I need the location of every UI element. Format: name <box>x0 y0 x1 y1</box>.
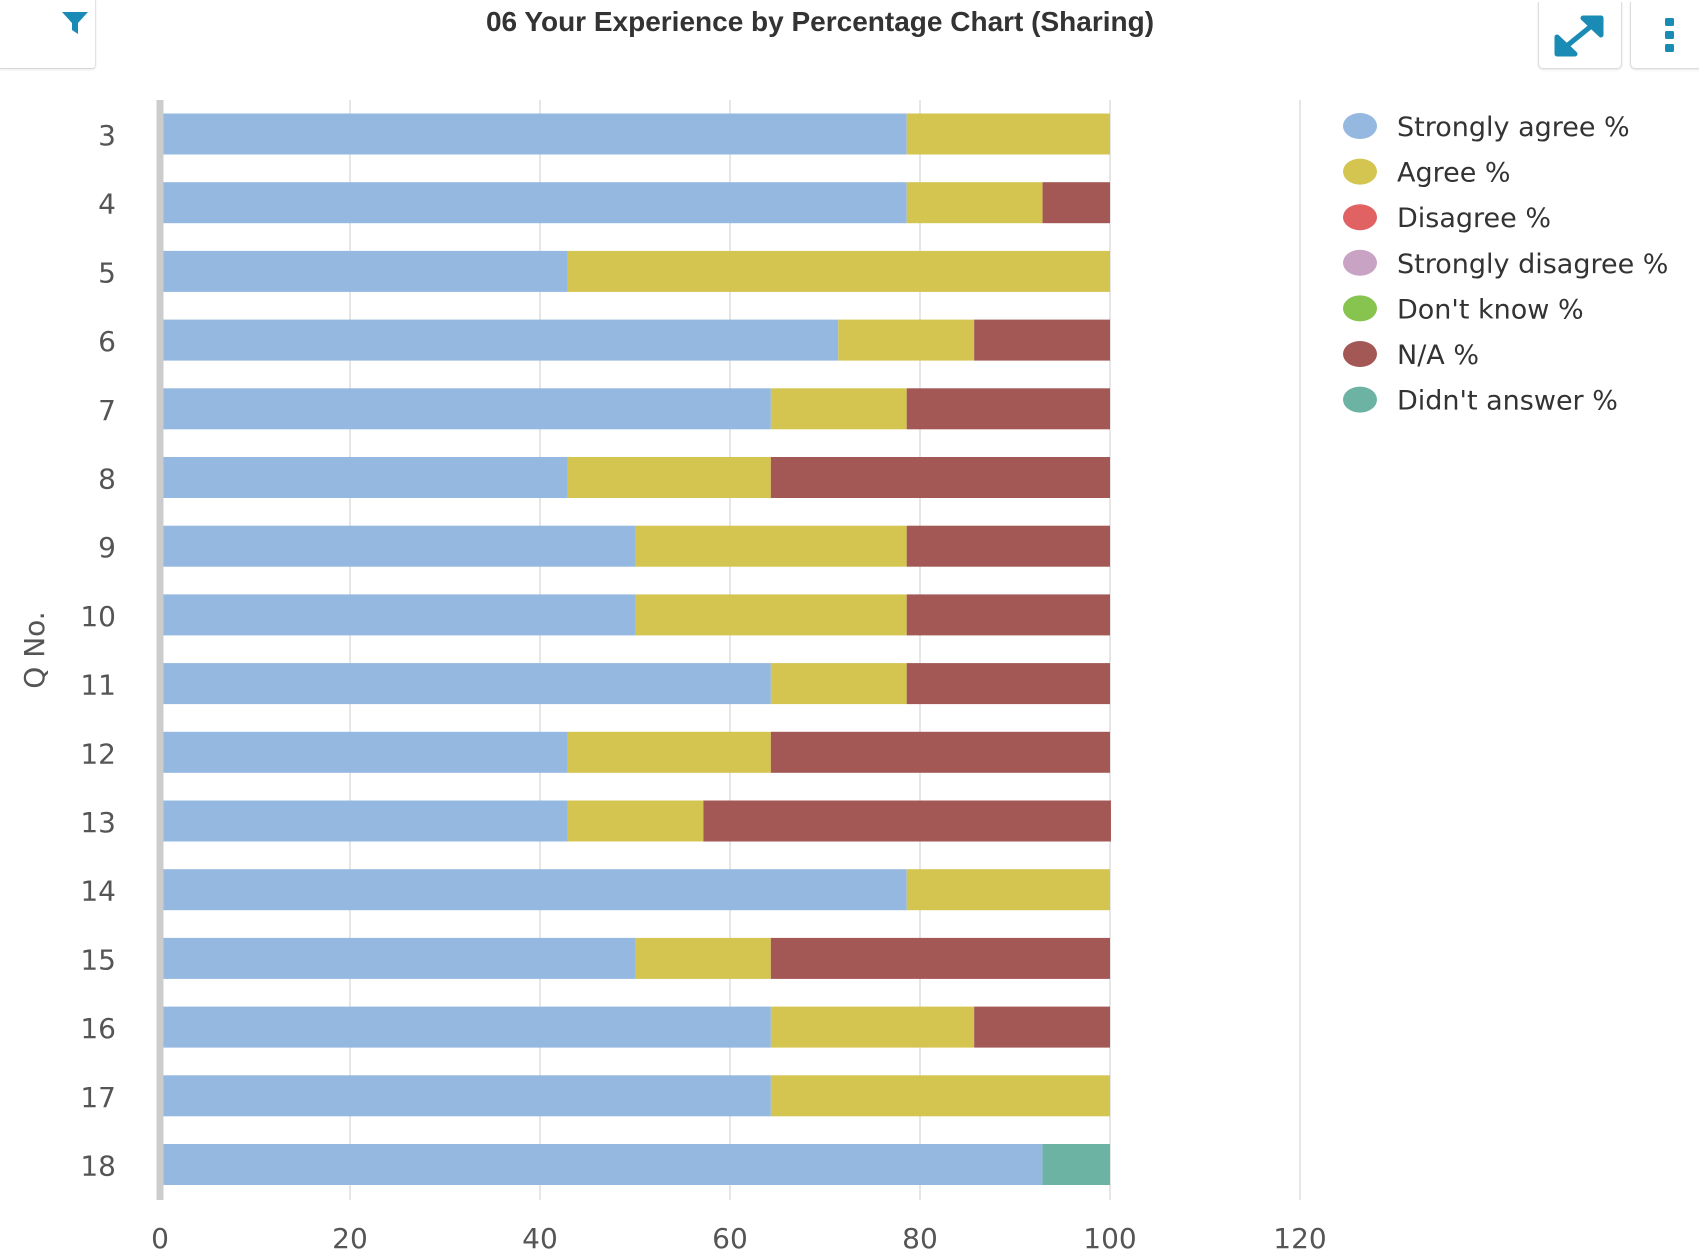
bar-segment <box>567 800 704 842</box>
bar-segment <box>160 663 771 705</box>
y-tick-label: 13 <box>80 806 116 839</box>
legend-label: Strongly agree % <box>1397 112 1630 143</box>
bar-segment <box>906 388 1110 430</box>
bar-segment <box>160 319 839 361</box>
bar-segment <box>635 594 907 636</box>
bar-segment <box>160 457 568 498</box>
y-axis-title: Q No. <box>18 611 51 688</box>
bar-segment <box>974 319 1110 361</box>
bar-segment <box>160 937 635 979</box>
bar-segment <box>906 663 1110 705</box>
y-tick-label: 14 <box>80 875 116 908</box>
bar-segment <box>160 731 568 773</box>
y-tick-label: 17 <box>80 1081 116 1114</box>
bar-segment <box>906 113 1110 155</box>
bar-segment <box>703 800 1111 842</box>
bar-segment <box>906 594 1110 636</box>
bar-segment <box>906 182 1043 224</box>
legend-marker <box>1343 113 1377 139</box>
y-tick-label: 6 <box>98 325 116 358</box>
bar-segment <box>160 594 635 636</box>
legend-marker <box>1343 341 1377 367</box>
filter-icon <box>62 12 88 34</box>
legend-marker <box>1343 295 1377 322</box>
bar-segment <box>160 388 771 430</box>
y-tick-label: 7 <box>98 394 116 427</box>
x-tick-label: 100 <box>1083 1222 1136 1252</box>
legend-label: Didn't answer % <box>1397 386 1618 417</box>
legend-label: Agree % <box>1397 158 1511 189</box>
x-tick-label: 80 <box>902 1222 938 1252</box>
bar-segment <box>770 731 1110 773</box>
legend-label: N/A % <box>1397 340 1479 371</box>
y-tick-label: 3 <box>98 119 116 152</box>
bar-segment <box>160 800 568 842</box>
bar-segment <box>770 457 1110 498</box>
legend-marker <box>1343 249 1377 276</box>
x-tick-label: 0 <box>151 1222 169 1252</box>
bar-segment <box>160 113 907 155</box>
bar-segment <box>160 250 568 292</box>
bar-segment <box>160 525 635 567</box>
bar-segment <box>160 182 907 224</box>
y-tick-label: 16 <box>80 1012 116 1045</box>
bar-segment <box>160 1075 771 1117</box>
y-tick-label: 15 <box>80 943 116 976</box>
legend-marker <box>1343 158 1377 185</box>
bar-segment <box>770 388 907 430</box>
y-tick-label: 9 <box>98 531 116 564</box>
bar-segment <box>770 663 907 705</box>
bar-segment <box>160 1144 1043 1185</box>
bar-segment <box>906 869 1110 911</box>
expand-icon <box>1554 15 1604 57</box>
bar-segment <box>160 869 907 911</box>
legend-label: Disagree % <box>1397 203 1551 234</box>
bar-segment <box>770 937 1110 979</box>
y-tick-label: 8 <box>98 463 116 496</box>
bar-segment <box>838 319 975 361</box>
legend-label: Strongly disagree % <box>1397 249 1668 280</box>
bar-segment <box>906 525 1110 567</box>
bar-segment <box>1042 182 1110 224</box>
bar-segment <box>567 457 771 498</box>
bar-segment <box>635 525 907 567</box>
chart-title: 06 Your Experience by Percentage Chart (… <box>485 6 1155 37</box>
more-vertical-icon <box>1665 18 1674 52</box>
bar-segment <box>1042 1144 1110 1185</box>
bar-segment <box>974 1006 1110 1048</box>
y-tick-label: 12 <box>80 737 116 770</box>
bar-segment <box>567 731 771 773</box>
bar-segment <box>160 1006 771 1048</box>
bar-segment <box>770 1006 975 1048</box>
bar-segment <box>635 937 771 979</box>
more-options-button[interactable] <box>1630 2 1699 69</box>
y-tick-label: 4 <box>98 188 116 221</box>
y-tick-label: 11 <box>80 669 116 702</box>
y-tick-label: 5 <box>98 256 116 289</box>
legend-marker <box>1343 204 1377 231</box>
y-tick-label: 18 <box>80 1150 116 1183</box>
legend-label: Don't know % <box>1397 294 1584 325</box>
x-tick-label: 40 <box>522 1222 558 1252</box>
legend-marker <box>1343 386 1377 413</box>
x-tick-label: 60 <box>712 1222 748 1252</box>
x-tick-label: 20 <box>332 1222 368 1252</box>
bar-segment <box>770 1075 1110 1117</box>
expand-button[interactable] <box>1538 2 1622 69</box>
x-tick-label: 120 <box>1273 1222 1326 1252</box>
y-tick-label: 10 <box>80 600 116 633</box>
bar-segment <box>567 250 1110 292</box>
filter-button[interactable] <box>0 0 96 69</box>
